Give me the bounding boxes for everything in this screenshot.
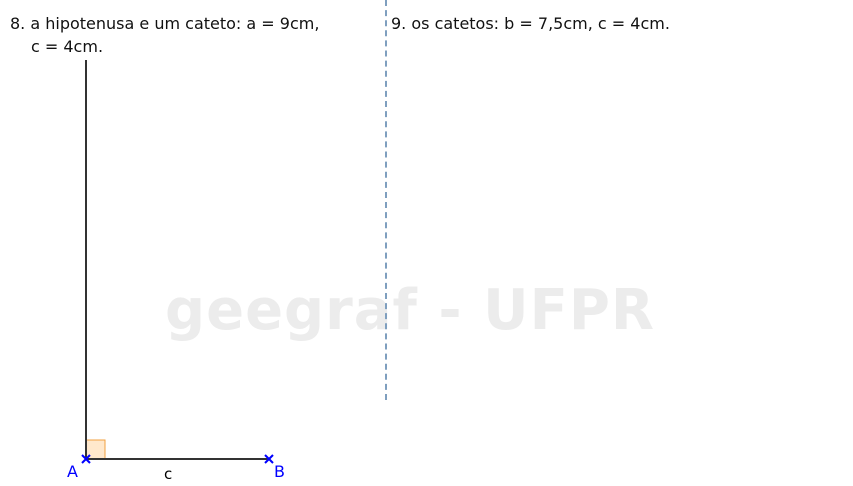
point-b-marker[interactable]	[264, 454, 274, 464]
problem-8-statement: 8. a hipotenusa e um cateto: a = 9cm, c …	[10, 12, 319, 58]
point-a-label: A	[67, 462, 78, 481]
column-divider	[385, 0, 387, 400]
problem-8-line-2: c = 4cm.	[31, 37, 104, 56]
point-a-marker[interactable]	[81, 454, 91, 464]
point-b-label: B	[274, 462, 285, 481]
problem-9-statement: 9. os catetos: b = 7,5cm, c = 4cm.	[391, 14, 670, 33]
segment-c-label: c	[164, 465, 172, 483]
watermark: geegraf - UFPR	[165, 278, 656, 343]
problem-8-line-1: 8. a hipotenusa e um cateto: a = 9cm,	[10, 14, 320, 33]
